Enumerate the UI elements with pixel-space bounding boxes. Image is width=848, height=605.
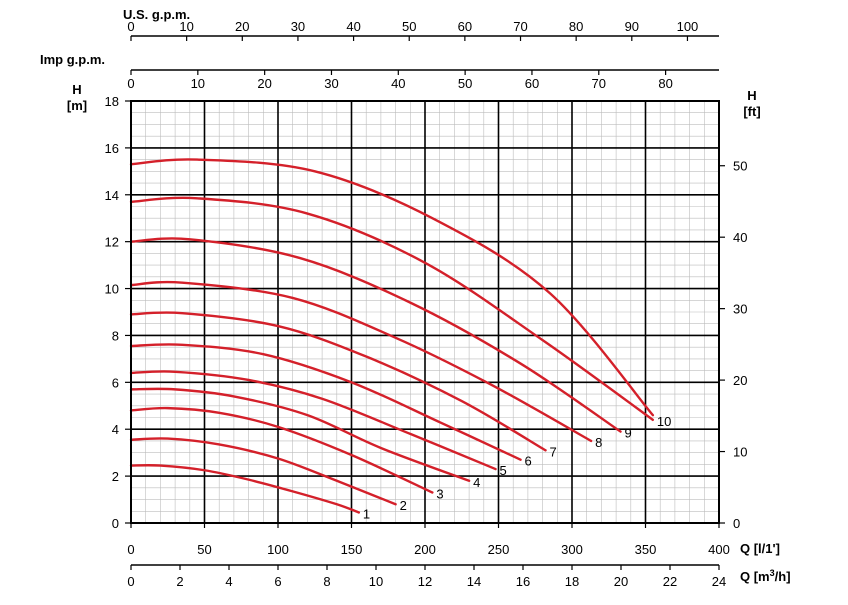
x-impgpm-tick-label: 30	[324, 76, 338, 91]
x-usgpm-tick-label: 50	[402, 19, 416, 34]
series-label-3: 3	[436, 487, 443, 502]
series-curve-6	[129, 343, 522, 461]
grid	[130, 100, 720, 524]
series-curve-5	[129, 370, 497, 471]
x-lps-tick-label: 400	[708, 542, 730, 557]
x-m3h-tick-label: 14	[467, 574, 481, 589]
x-m3h-tick-label: 16	[516, 574, 530, 589]
y-right-axis-label-line1: H	[747, 88, 756, 103]
x-m3h-tick-label: 6	[274, 574, 281, 589]
y-m-tick-label: 12	[105, 235, 119, 250]
series-label-7: 7	[550, 444, 557, 459]
y-ft-tick-label: 40	[733, 230, 747, 245]
x-usgpm-tick-label: 100	[677, 19, 699, 34]
series-curve-8	[129, 280, 593, 443]
y-ft-tick-label: 0	[733, 516, 740, 531]
x-m3h-tick-label: 18	[565, 574, 579, 589]
x-lps-tick-label: 150	[341, 542, 363, 557]
series-curve-top	[129, 158, 655, 417]
y-m-tick-label: 14	[105, 188, 119, 203]
x-usgpm-tick-label: 70	[513, 19, 527, 34]
series-curve-1	[129, 464, 361, 514]
x-impgpm-tick-label: 60	[525, 76, 539, 91]
series-label-5: 5	[500, 463, 507, 478]
x-impgpm-axis-label: Imp g.p.m.	[40, 52, 105, 67]
y-m-tick-label: 16	[105, 141, 119, 156]
x-lps-tick-label: 350	[635, 542, 657, 557]
y-m-tick-label: 6	[112, 375, 119, 390]
x-usgpm-tick-label: 60	[458, 19, 472, 34]
x-m3h-tick-label: 0	[127, 574, 134, 589]
series-labels: 1 2 3 4 5 6 7 8 9 10	[363, 414, 671, 522]
y-m-tick-label: 8	[112, 328, 119, 343]
x-m3h-tick-label: 8	[323, 574, 330, 589]
x-m3h-tick-label: 22	[663, 574, 677, 589]
y-m-tick-label: 0	[112, 516, 119, 531]
series-curve-9	[129, 237, 622, 433]
y-right-axis-label-line2: [ft]	[743, 104, 760, 119]
series-curve-3	[129, 406, 434, 494]
x-lps-tick-label: 100	[267, 542, 289, 557]
y-ft-tick-label: 10	[733, 445, 747, 460]
x-impgpm-tick-label: 80	[658, 76, 672, 91]
series-label-9: 9	[625, 426, 632, 441]
x-m3h-tick-label: 10	[369, 574, 383, 589]
series-label-1: 1	[363, 506, 370, 521]
x-usgpm-axis-label: U.S. g.p.m.	[123, 7, 190, 22]
x-usgpm-tick-label: 0	[127, 19, 134, 34]
series-curve-7	[129, 311, 547, 452]
x-impgpm-tick-label: 10	[191, 76, 205, 91]
x-lps-tick-label: 200	[414, 542, 436, 557]
y-left-axis-label-line2: [m]	[67, 98, 87, 113]
x-lps-tick-label: 0	[127, 542, 134, 557]
x-m3h-tick-label: 2	[176, 574, 183, 589]
y-ft-tick-label: 30	[733, 302, 747, 317]
series-label-2: 2	[400, 498, 407, 513]
series-label-6: 6	[525, 454, 532, 469]
x-impgpm-tick-label: 20	[257, 76, 271, 91]
x-m3h-tick-label: 20	[614, 574, 628, 589]
x-usgpm-tick-label: 90	[625, 19, 639, 34]
y-left-axis-label-line1: H	[72, 82, 81, 97]
x-impgpm-tick-label: 40	[391, 76, 405, 91]
y-m-tick-label: 4	[112, 422, 119, 437]
series-group	[129, 158, 655, 514]
x-m3h-tick-label: 12	[418, 574, 432, 589]
x-impgpm-tick-label: 70	[592, 76, 606, 91]
x-lps-axis-label: Q [l/1']	[740, 541, 780, 556]
series-label-10: 10	[657, 414, 671, 429]
y-m-tick-label: 18	[105, 94, 119, 109]
series-curve-4	[129, 387, 471, 482]
series-label-8: 8	[595, 435, 602, 450]
x-usgpm-tick-label: 80	[569, 19, 583, 34]
x-usgpm-tick-label: 30	[291, 19, 305, 34]
x-impgpm-tick-label: 50	[458, 76, 472, 91]
x-m3h-tick-label: 24	[712, 574, 726, 589]
x-m3h-tick-label: 4	[225, 574, 232, 589]
x-lps-tick-label: 50	[197, 542, 211, 557]
series-label-4: 4	[473, 475, 480, 490]
axes	[125, 35, 725, 570]
series-curve-2	[129, 437, 397, 506]
y-ft-tick-label: 20	[733, 373, 747, 388]
x-m3h-axis-label: Q [m3/h]	[740, 568, 791, 584]
x-usgpm-tick-label: 20	[235, 19, 249, 34]
y-ft-tick-label: 50	[733, 159, 747, 174]
y-m-tick-label: 10	[105, 282, 119, 297]
x-lps-tick-label: 300	[561, 542, 583, 557]
x-lps-tick-label: 250	[488, 542, 510, 557]
x-usgpm-tick-label: 40	[346, 19, 360, 34]
x-impgpm-tick-label: 0	[127, 76, 134, 91]
series-curve-10	[129, 196, 655, 422]
y-m-tick-label: 2	[112, 469, 119, 484]
x-usgpm-tick-label: 10	[179, 19, 193, 34]
